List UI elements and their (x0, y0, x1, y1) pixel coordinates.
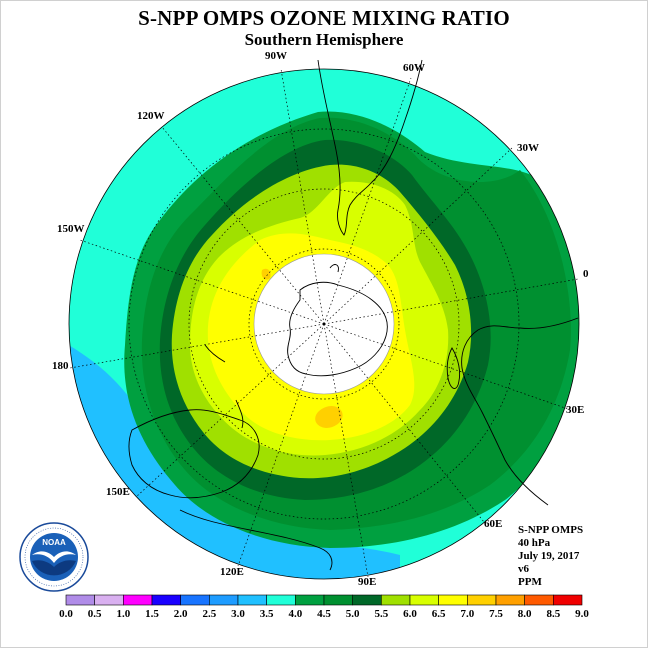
info-units: PPM (518, 576, 542, 588)
colorbar-segment (553, 594, 583, 606)
product-info: S-NPP OMPS 40 hPa July 19, 2017 v6 PPM (518, 524, 583, 589)
lon-label-150e: 150E (106, 486, 130, 498)
globe-outline (68, 68, 580, 580)
lon-label-180: 180 (52, 360, 69, 372)
logo-lower-sky (32, 560, 76, 576)
lon-label-150w: 150W (57, 223, 85, 235)
colorbar-tick-label: 4.0 (288, 608, 303, 620)
lon-label-0: 0 (583, 268, 589, 280)
meridian-60e (323, 323, 485, 523)
colorbar-segment (151, 594, 181, 606)
colorbar-segment (352, 594, 382, 606)
colorbar-tick-label: 5.5 (374, 608, 389, 620)
map-title: S-NPP OMPS OZONE MIXING RATIO (138, 6, 510, 30)
meridian-30w (323, 147, 513, 325)
meridian-90w (280, 68, 325, 325)
south-america-coastline (317, 59, 423, 236)
new-zealand-coastline (204, 344, 244, 429)
lon-label-120w: 120W (137, 110, 165, 122)
colorbar-segment (495, 594, 525, 606)
colorbar-segment (323, 594, 353, 606)
colorbar-segment (409, 594, 439, 606)
southeast-asia-coastline (179, 509, 333, 571)
colorbar-tick-label: 0.5 (87, 608, 102, 620)
graticule (69, 68, 579, 578)
lon-label-90e: 90E (358, 576, 377, 588)
colorbar-segment (295, 594, 325, 606)
colorbar-tick-label: 9.0 (575, 608, 589, 620)
north-pole-dot (322, 322, 326, 326)
colorbar-segment (438, 594, 468, 606)
logo-seagull (32, 551, 76, 563)
pole-marker (322, 322, 326, 326)
colorbar-segment (237, 594, 267, 606)
logo-text: NOAA (42, 538, 66, 547)
colorbar-tick-label: 3.5 (259, 608, 274, 620)
ozone-band-7.0-7.5 (261, 268, 271, 280)
colorbar-tick-label: 2.0 (173, 608, 188, 620)
madagascar-coastline (446, 347, 461, 389)
meridian-150w (79, 239, 325, 325)
latitude-circle-20s (128, 128, 520, 520)
colorbar-tick-label: 7.5 (489, 608, 503, 620)
lon-label-30w: 30W (517, 142, 539, 154)
meridian-30e (323, 323, 569, 410)
coastlines (128, 59, 579, 571)
logo-text-ring (24, 527, 84, 587)
colorbar-tick-label: 7.0 (460, 608, 475, 620)
colorbar (65, 594, 583, 606)
latitude-circle-40s (188, 188, 460, 460)
colorbar-segment (123, 594, 153, 606)
colorbar-segment (180, 594, 210, 606)
colorbar-tick-label: 6.0 (403, 608, 417, 620)
colorbar-segment (266, 594, 296, 606)
meridian-120e (237, 323, 325, 567)
colorbar-tick-label: 8.0 (517, 608, 532, 620)
colorbar-segment (65, 594, 95, 606)
info-level: 40 hPa (518, 537, 551, 549)
australia-coastline (128, 409, 260, 499)
info-version: v6 (518, 563, 529, 575)
colorbar-tick-label: 6.5 (431, 608, 446, 620)
lon-label-30e: 30E (566, 404, 585, 416)
ozone-band-7.0-7.5 (315, 406, 343, 428)
meridian-0 (323, 278, 579, 325)
colorbar-segment (524, 594, 554, 606)
colorbar-tick-label: 3.0 (231, 608, 245, 620)
lon-label-60w: 60W (403, 62, 425, 74)
colorbar-tick-label: 0.0 (59, 608, 73, 620)
lon-label-120e: 120E (220, 566, 244, 578)
colorbar-tick-label: 8.5 (546, 608, 561, 620)
meridian-90e (323, 323, 369, 578)
colorbar-tick-label: 1.5 (145, 608, 159, 620)
info-date: July 19, 2017 (518, 550, 580, 562)
map-subtitle: Southern Hemisphere (244, 30, 404, 49)
colorbar-segment (209, 594, 239, 606)
lon-label-90w: 90W (265, 50, 287, 62)
meridian-180 (69, 323, 325, 369)
colorbar-tick-label: 2.5 (202, 608, 217, 620)
colorbar-tick-label: 1.0 (116, 608, 131, 620)
colorbar-segment (94, 594, 124, 606)
meridian-150e (135, 323, 325, 498)
latitude-circle-60s (248, 248, 400, 400)
antarctica-coastline (287, 264, 388, 377)
colorbar-tick-label: 4.5 (317, 608, 331, 620)
colorbar-tick-label: 5.0 (345, 608, 360, 620)
meridian-60w (323, 77, 412, 325)
colorbar-segment (467, 594, 497, 606)
info-instrument: S-NPP OMPS (518, 524, 584, 536)
africa-coastline (461, 317, 579, 506)
lon-label-60e: 60E (484, 518, 503, 530)
colorbar-segment (381, 594, 411, 606)
meridian-120w (161, 126, 325, 325)
noaa-logo: NOAA (19, 522, 89, 592)
